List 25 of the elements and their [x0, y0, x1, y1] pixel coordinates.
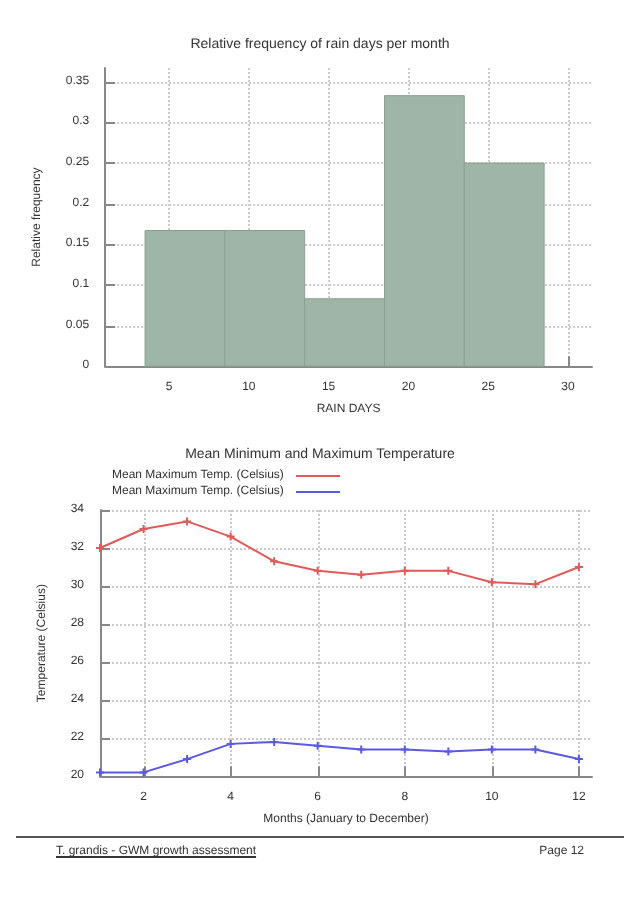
- point: [139, 525, 148, 534]
- point: [139, 768, 148, 777]
- point: [313, 566, 322, 575]
- line-series: [96, 517, 583, 589]
- point: [226, 532, 235, 541]
- point: [270, 557, 279, 566]
- point: [531, 580, 540, 589]
- point: [444, 566, 453, 575]
- point: [487, 745, 496, 754]
- point: [531, 745, 540, 754]
- point: [270, 737, 279, 746]
- point: [183, 755, 192, 764]
- point: [226, 739, 235, 748]
- point: [487, 578, 496, 587]
- point: [313, 741, 322, 750]
- point: [357, 745, 366, 754]
- point: [183, 517, 192, 526]
- point: [400, 566, 409, 575]
- point: [444, 747, 453, 756]
- point: [574, 755, 583, 764]
- point: [574, 563, 583, 572]
- point: [96, 768, 104, 777]
- point: [400, 745, 409, 754]
- point: [357, 570, 366, 579]
- point: [96, 544, 104, 553]
